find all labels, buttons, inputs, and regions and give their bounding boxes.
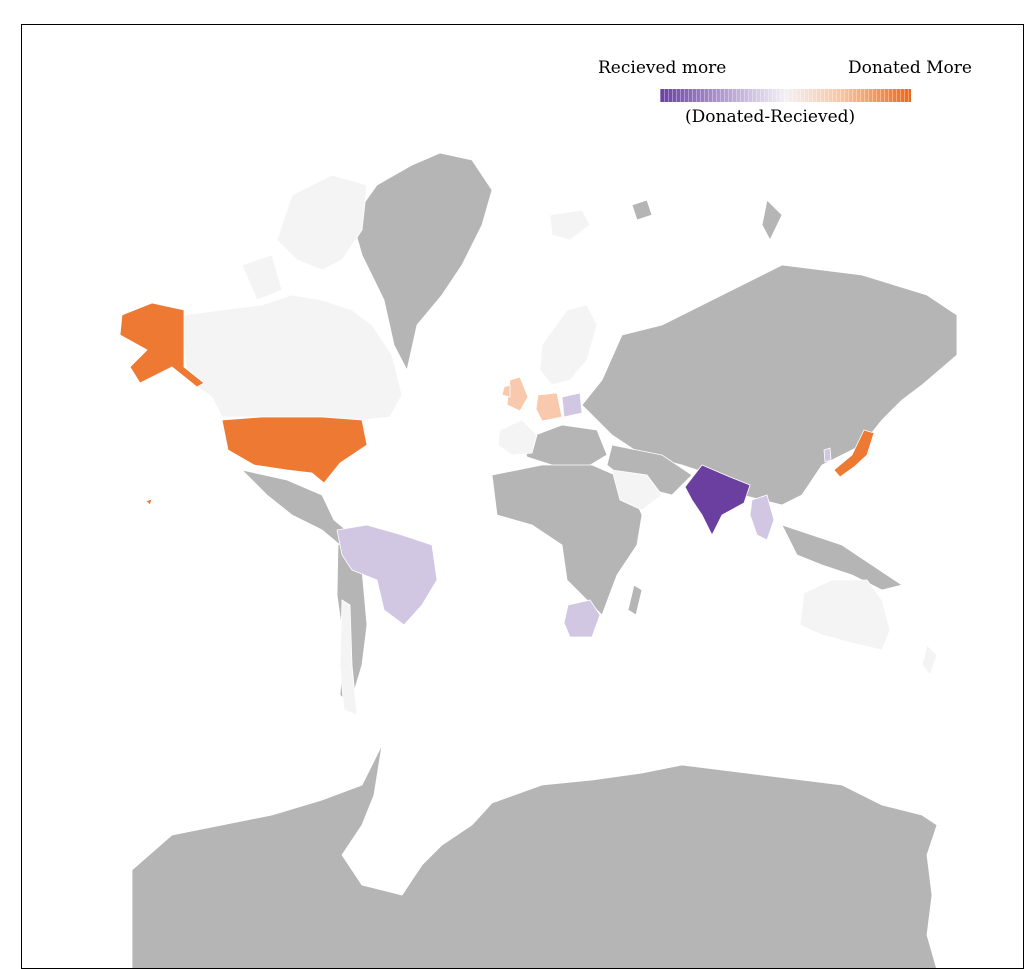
donated-light-land: [501, 376, 563, 422]
map-frame: Recieved more Donated More (Donated-Reci…: [21, 24, 1024, 969]
hawaii: [145, 498, 153, 506]
south-africa: [563, 599, 601, 638]
greenland: [351, 152, 493, 372]
brazil: [336, 524, 438, 626]
saudi-arabia: [611, 469, 663, 511]
legend-caption: (Donated-Recieved): [685, 107, 856, 127]
africa: [491, 464, 643, 616]
received-strong-land: [684, 464, 751, 536]
middle-east: [606, 444, 693, 496]
svalbard: [549, 209, 591, 241]
chile: [339, 599, 358, 716]
canada: [183, 294, 403, 421]
australia: [799, 579, 891, 651]
france-iberia: [497, 419, 538, 456]
world-map[interactable]: [22, 25, 1024, 969]
legend-low-label: Recieved more: [598, 58, 727, 78]
alaska: [119, 302, 205, 388]
japan: [833, 429, 875, 478]
south-korea: [823, 447, 832, 463]
arctic-archipelago: [241, 174, 368, 301]
europe-south: [521, 424, 608, 471]
ireland-norway-strip: [501, 384, 511, 398]
thailand-myanmar: [749, 494, 775, 541]
antarctica: [131, 744, 938, 968]
united-kingdom: [506, 376, 529, 412]
neutral-land: [183, 174, 938, 716]
received-light-land: [336, 392, 832, 638]
germany: [535, 392, 563, 422]
legend-color-scale: [660, 89, 911, 102]
scandinavia: [539, 304, 598, 386]
new-zealand: [921, 644, 938, 676]
legend-high-label: Donated More: [848, 58, 972, 78]
madagascar: [627, 584, 643, 616]
india: [684, 464, 751, 536]
poland: [561, 392, 583, 418]
donated-strong-land: [119, 302, 875, 506]
usa: [221, 416, 368, 484]
iceland-svalbard-islands: [631, 199, 783, 241]
se-asia-islands: [781, 524, 903, 591]
